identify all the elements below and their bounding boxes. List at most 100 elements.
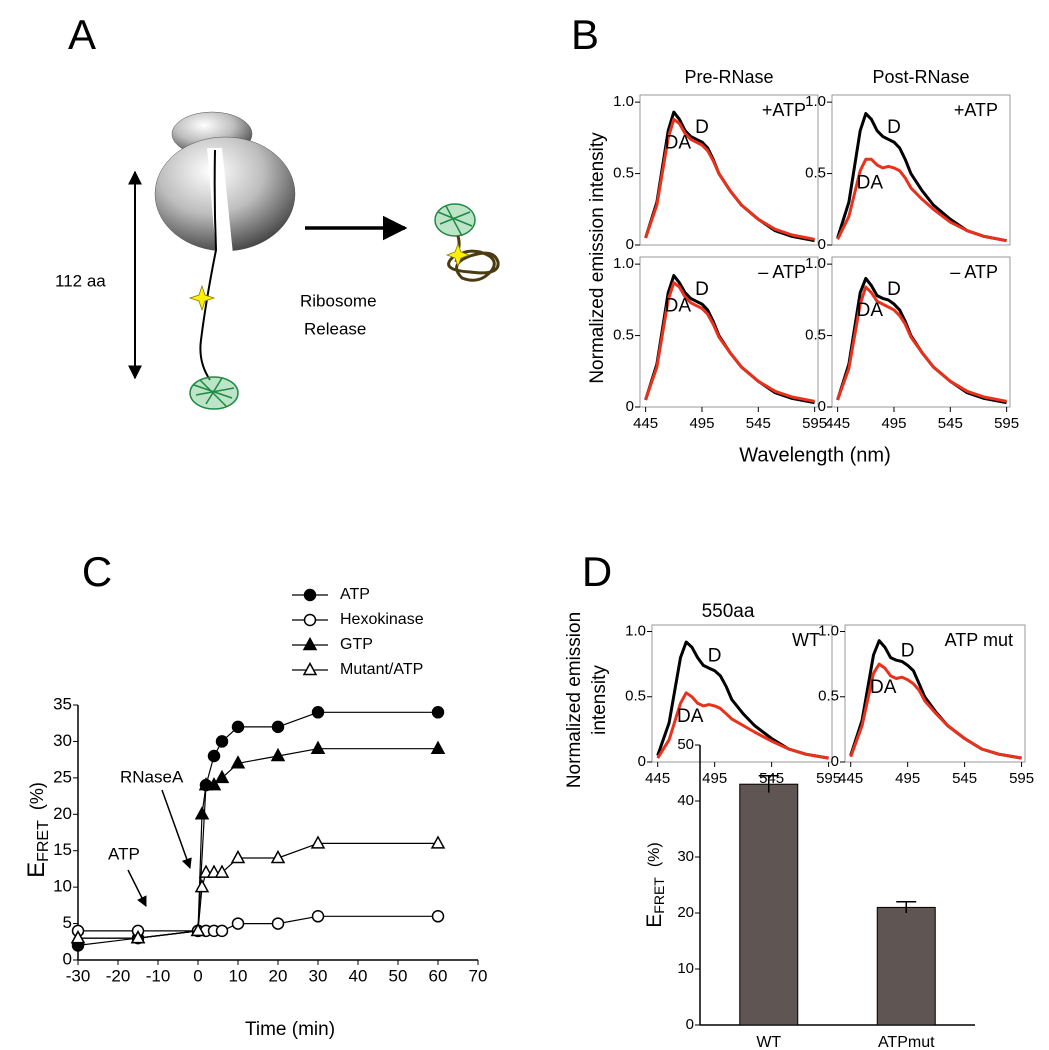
data-line xyxy=(78,915,438,932)
series-label: D xyxy=(887,117,901,138)
x-tick-label: -20 xyxy=(106,966,131,985)
data-point xyxy=(270,849,286,864)
annotation: RNaseA xyxy=(120,767,184,786)
y-axis-label: Normalized emission intensity xyxy=(587,132,608,384)
plot-frame xyxy=(831,256,1011,408)
y-tick-label: 0.5 xyxy=(613,327,634,344)
data-line xyxy=(656,691,829,760)
data-point xyxy=(206,777,222,791)
data-point xyxy=(310,740,326,754)
data-point xyxy=(190,922,206,937)
ribosome-diagram: 112 aa Ribosome Release xyxy=(55,111,500,410)
y-tick-label: 1.0 xyxy=(613,93,634,110)
subplot-title: Pre-RNase xyxy=(684,67,773,87)
x-tick-label: 595 xyxy=(802,415,827,432)
data-point xyxy=(231,720,245,734)
y-axis-label: EFRET(%) xyxy=(643,842,667,927)
series-label: DA xyxy=(857,300,884,321)
y-tick-label: 30 xyxy=(53,731,72,750)
condition-label: WT xyxy=(792,630,820,650)
x-tick-label: 595 xyxy=(816,770,841,787)
data-point xyxy=(215,924,229,938)
x-tick-label: 10 xyxy=(229,966,248,985)
data-point xyxy=(230,755,246,769)
series-label: DA xyxy=(665,296,692,317)
condition-label: +ATP xyxy=(954,100,998,120)
data-point xyxy=(311,910,325,923)
data-point xyxy=(270,747,286,762)
x-tick-label: 495 xyxy=(895,770,920,787)
y-tick-label: 30 xyxy=(677,848,694,865)
legend-label: ATP xyxy=(340,586,370,603)
panel-label: A xyxy=(68,11,96,58)
series-label: D xyxy=(887,279,901,300)
data-point xyxy=(431,910,445,923)
legend-label: Hexokinase xyxy=(340,611,424,628)
x-tick-label: 30 xyxy=(309,966,328,985)
data-line xyxy=(836,285,1007,403)
x-tick-label: 70 xyxy=(469,966,488,985)
condition-label: – ATP xyxy=(950,262,998,282)
legend-label: Mutant/ATP xyxy=(340,661,423,678)
x-tick-label: 545 xyxy=(759,770,784,787)
data-line xyxy=(836,157,1007,243)
panel-label: D xyxy=(582,548,612,595)
y-tick-label: 0.5 xyxy=(818,688,839,705)
y-tick-label: 0 xyxy=(626,398,634,415)
x-tick-label: ATPmut xyxy=(878,1034,935,1050)
plot-frame xyxy=(651,624,833,763)
data-point xyxy=(231,917,245,930)
subplot-title: Post-RNase xyxy=(872,67,969,87)
y-tick-label: 50 xyxy=(677,736,694,753)
series-label: D xyxy=(695,279,709,300)
x-tick-label: -30 xyxy=(66,966,91,985)
data-line xyxy=(77,711,438,946)
data-point xyxy=(214,769,230,784)
y-tick-label: 1.0 xyxy=(818,622,839,639)
data-point xyxy=(70,930,86,944)
series-label: DA xyxy=(857,172,884,193)
data-point xyxy=(271,917,285,930)
data-point xyxy=(230,849,246,864)
x-tick-label: 60 xyxy=(429,966,448,985)
data-line xyxy=(849,639,1022,760)
x-tick-label: 495 xyxy=(881,415,906,432)
y-axis-label: Normalized emission xyxy=(564,612,585,788)
bar xyxy=(739,783,799,1026)
y-tick-label: 0 xyxy=(818,398,826,415)
x-tick-label: 545 xyxy=(952,770,977,787)
y-axis-label: intensity xyxy=(589,665,610,735)
series-label: D xyxy=(708,646,722,667)
series-label: DA xyxy=(665,132,692,153)
x-tick-label: 445 xyxy=(838,770,863,787)
y-tick-label: 10 xyxy=(53,877,72,896)
data-point xyxy=(215,735,229,748)
x-tick-label: 495 xyxy=(702,770,727,787)
data-line xyxy=(656,640,829,760)
y-tick-label: 0 xyxy=(63,949,72,968)
y-tick-label: 0.5 xyxy=(805,165,826,182)
y-tick-label: 1.0 xyxy=(805,93,826,110)
x-tick-label: 595 xyxy=(994,415,1019,432)
x-tick-label: WT xyxy=(756,1034,781,1050)
annotation-arrow xyxy=(127,869,147,907)
x-tick-label: 595 xyxy=(1009,770,1034,787)
x-tick-label: -10 xyxy=(146,966,171,985)
series-label: DA xyxy=(677,706,704,727)
y-tick-label: 25 xyxy=(53,767,72,786)
data-point xyxy=(194,879,210,893)
y-tick-label: 20 xyxy=(53,804,72,823)
legend-marker xyxy=(302,661,318,676)
data-point xyxy=(311,706,325,719)
data-line xyxy=(849,662,1022,760)
arrow-label: Ribosome xyxy=(300,291,377,310)
condition-label: +ATP xyxy=(762,100,806,120)
y-tick-label: 0.5 xyxy=(805,327,826,344)
data-point xyxy=(431,706,445,719)
y-tick-label: 0.5 xyxy=(613,165,634,182)
x-tick-label: 545 xyxy=(938,415,963,432)
y-tick-label: 1.0 xyxy=(613,255,634,272)
data-point xyxy=(207,749,221,763)
data-point xyxy=(310,835,326,849)
data-point xyxy=(130,930,146,944)
